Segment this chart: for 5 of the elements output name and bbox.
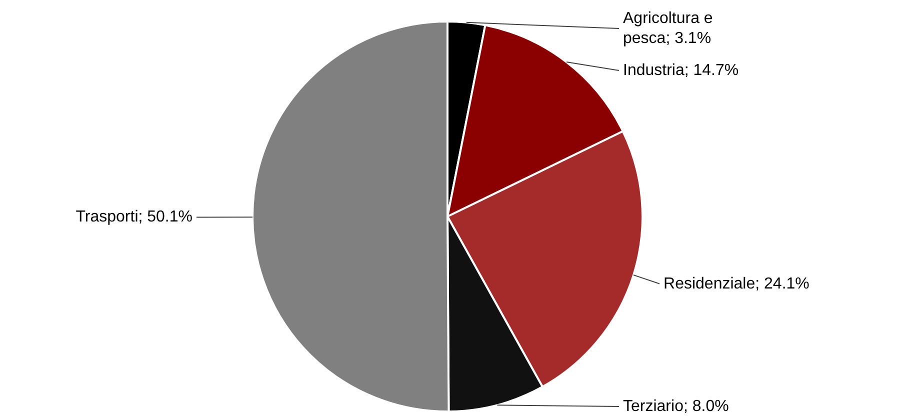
slice-label: Trasporti; 50.1%: [76, 208, 193, 226]
slice-label: Residenziale; 24.1%: [664, 275, 810, 292]
slice-label: Agricoltura e pesca; 3.1%: [623, 10, 713, 48]
slice-label: Industria; 14.7%: [623, 62, 739, 79]
slice-label: Terziario; 8.0%: [623, 398, 729, 415]
